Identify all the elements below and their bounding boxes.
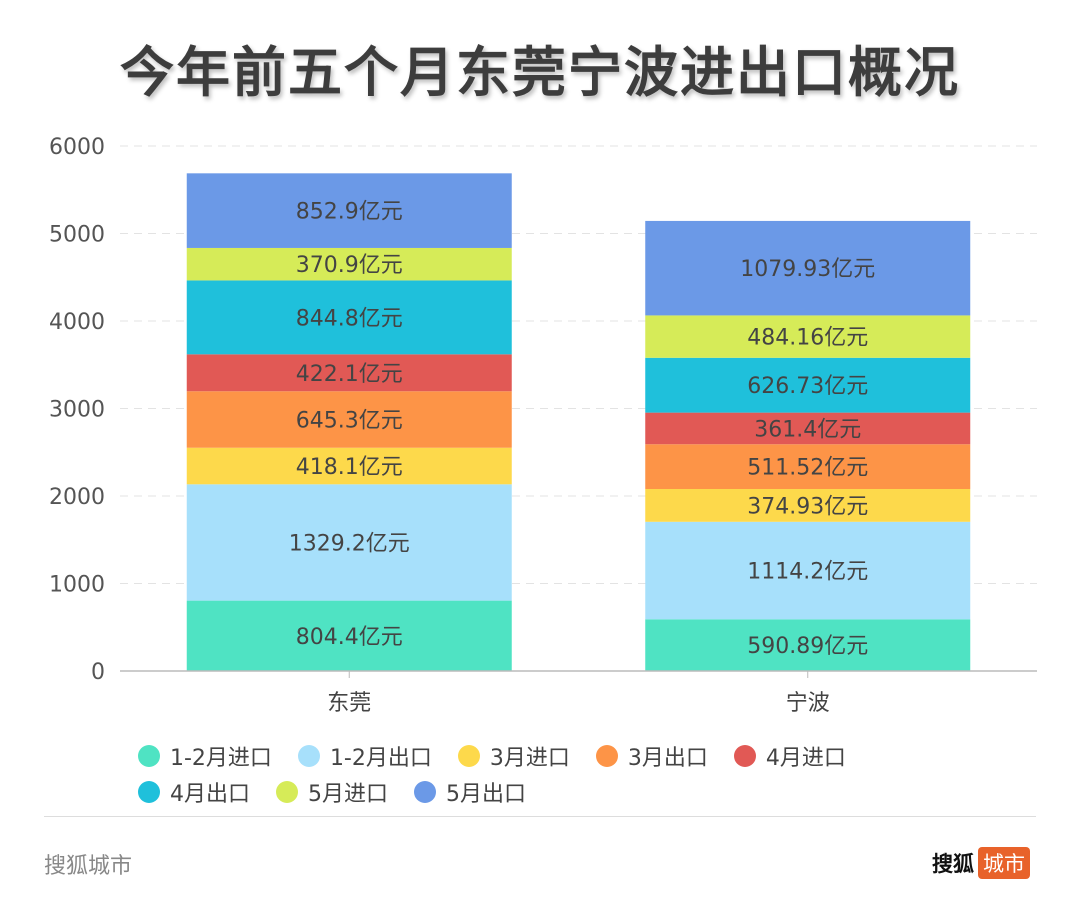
data-label: 626.73亿元 (747, 374, 868, 399)
bar-segment (645, 315, 971, 358)
legend-item[interactable]: 1-2月出口 (297, 738, 432, 774)
logo-text: 搜狐 (932, 852, 974, 876)
bar-segment (186, 247, 512, 281)
source-label: 搜狐城市 (44, 854, 133, 879)
data-label: 852.9亿元 (296, 200, 403, 225)
legend: 1-2月进口 1-2月出口 3月进口 3月出口 4月进口 4月出口 5月进口 5月出口 (138, 738, 978, 810)
legend-label: 4月出口 (170, 782, 250, 807)
y-tick-label: 4000 (49, 310, 105, 335)
legend-item[interactable]: 3月出口 (595, 738, 708, 774)
chart-title: 今年前五个月东莞宁波进出口概况 (120, 41, 960, 104)
legend-label: 3月进口 (489, 746, 570, 771)
legend-marker-icon (457, 745, 480, 767)
legend-label: 5月进口 (308, 782, 388, 807)
data-label: 645.3亿元 (296, 408, 403, 433)
data-label: 361.4亿元 (754, 417, 861, 442)
y-tick-label: 2000 (49, 485, 105, 510)
x-tick-label: 东莞 (327, 691, 371, 716)
bar-segment (186, 173, 512, 248)
legend-label: 1-2月出口 (329, 746, 432, 771)
data-label: 370.9亿元 (296, 253, 403, 278)
bar-segment (186, 600, 512, 671)
bar-segment (645, 412, 971, 445)
legend-label: 4月进口 (765, 746, 846, 771)
x-tick-label: 宁波 (786, 691, 830, 716)
divider (44, 816, 1036, 817)
data-label: 422.1亿元 (296, 362, 403, 387)
bar-segment (186, 280, 512, 355)
data-label: 844.8亿元 (296, 306, 403, 331)
data-label: 418.1亿元 (296, 455, 403, 480)
legend-item[interactable]: 4月出口 (138, 774, 250, 810)
bar-segment (645, 444, 971, 489)
data-label: 511.52亿元 (747, 456, 868, 481)
bar-segment (186, 391, 512, 448)
bar-segment (186, 354, 512, 392)
bar-segment (186, 447, 512, 485)
legend-item[interactable]: 1-2月进口 (138, 738, 272, 774)
legend-item[interactable]: 3月进口 (457, 738, 570, 774)
legend-marker-icon (297, 745, 320, 767)
data-label: 1079.93亿元 (740, 257, 875, 282)
data-label: 1329.2亿元 (289, 531, 410, 556)
logo-badge: 城市 (978, 847, 1030, 879)
legend-label: 1-2月进口 (170, 746, 272, 771)
legend-item[interactable]: 5月出口 (414, 774, 526, 810)
bar-segment (645, 619, 971, 671)
bar-segment (645, 357, 971, 413)
legend-item[interactable]: 4月进口 (733, 738, 846, 774)
y-tick-label: 0 (91, 660, 105, 685)
legend-marker-icon (414, 781, 436, 803)
legend-marker-icon (595, 745, 618, 767)
bar-segment (645, 488, 971, 522)
y-tick-label: 6000 (49, 135, 105, 160)
data-label: 804.4亿元 (296, 625, 403, 650)
data-label: 590.89亿元 (747, 634, 868, 659)
data-label: 1114.2亿元 (747, 560, 868, 585)
legend-marker-icon (138, 745, 160, 767)
y-tick-label: 3000 (49, 398, 105, 423)
bar-segment (186, 484, 512, 601)
legend-item[interactable]: 5月进口 (276, 774, 388, 810)
data-label: 374.93亿元 (747, 494, 868, 519)
data-label: 484.16亿元 (747, 326, 868, 351)
bar-segment (645, 521, 971, 620)
y-tick-label: 1000 (49, 573, 105, 598)
legend-marker-icon (138, 781, 160, 803)
legend-marker-icon (733, 745, 756, 767)
legend-label: 5月出口 (446, 782, 526, 807)
sohu-logo: 搜狐 城市 (932, 847, 1030, 879)
legend-marker-icon (276, 781, 298, 803)
bar-segment (645, 220, 971, 316)
y-tick-label: 5000 (49, 223, 105, 248)
legend-label: 3月出口 (627, 746, 708, 771)
